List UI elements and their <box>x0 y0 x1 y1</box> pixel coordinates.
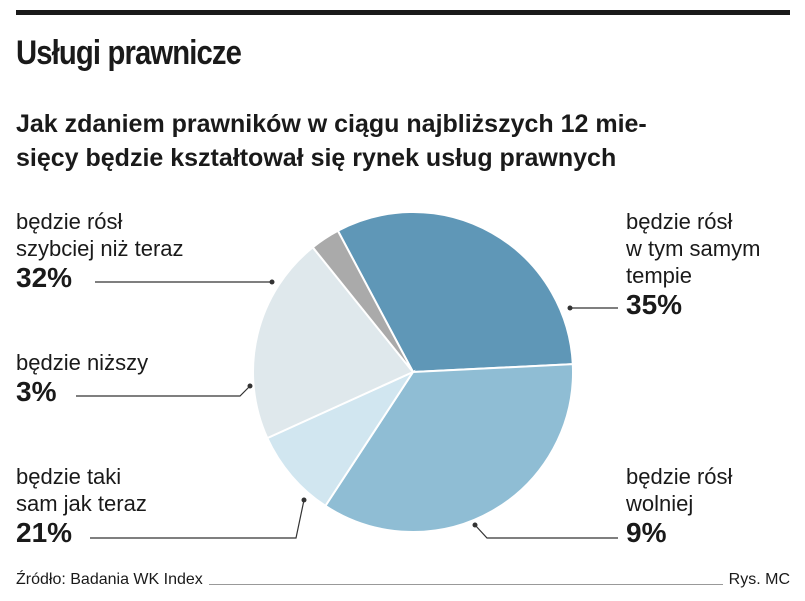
label-slower-pct: 9% <box>626 517 667 548</box>
label-same-pace-line-2: w tym samym <box>626 236 761 261</box>
leader-dot-same <box>301 497 307 503</box>
pie-slice-lower <box>311 229 414 373</box>
footer-divider <box>208 584 723 585</box>
label-same-line-2: sam jak teraz <box>16 491 147 516</box>
label-faster-line-1: będzie rósł <box>16 209 123 234</box>
label-slower-line-2: wolniej <box>626 491 694 516</box>
top-rule <box>16 10 790 15</box>
leader-dot-same-pace <box>567 305 573 311</box>
label-slower-line-1: będzie rósł <box>626 464 733 489</box>
pie-slice-slower <box>265 369 416 508</box>
pie-slice-same-pace <box>324 363 574 533</box>
label-same: będzie taki sam jak teraz 21% <box>16 463 147 549</box>
subtitle-line-2: sięcy będzie kształtował się rynek usług… <box>16 144 617 172</box>
leader-line-lower <box>76 385 251 397</box>
label-same-pace-line-3: tempie <box>626 263 693 288</box>
label-same-pace-line-1: będzie rósł <box>626 209 733 234</box>
footer: Źródło: Badania WK Index Rys. MC <box>16 571 790 589</box>
credit-note: Rys. MC <box>728 571 790 588</box>
leader-line-slower <box>474 524 618 539</box>
label-lower-pct: 3% <box>16 376 57 407</box>
leader-dot-faster <box>269 279 275 285</box>
label-same-line-1: będzie taki <box>16 464 122 489</box>
chart-title: Usługi prawnicze <box>16 34 242 72</box>
label-faster: będzie rósł szybciej niż teraz 32% <box>16 208 184 294</box>
subtitle-line-1: Jak zdaniem prawników w ciągu najbliższy… <box>16 110 647 138</box>
label-slower: będzie rósł wolniej 9% <box>626 463 732 549</box>
label-faster-line-2: szybciej niż teraz <box>16 236 184 261</box>
label-same-pace: będzie rósł w tym samym tempie 35% <box>626 208 760 321</box>
label-same-pace-pct: 35% <box>626 289 683 320</box>
label-lower: będzie niższy 3% <box>16 349 148 408</box>
label-same-pct: 21% <box>16 517 73 548</box>
chart-subtitle: Jak zdaniem prawników w ciągu najbliższy… <box>16 107 776 175</box>
pie-slice-same <box>252 245 415 440</box>
leader-dot-lower <box>247 383 253 389</box>
source-note: Źródło: Badania WK Index <box>16 571 203 588</box>
label-faster-pct: 32% <box>16 262 73 293</box>
leader-dot-slower <box>472 522 478 528</box>
label-lower-line-1: będzie niższy <box>16 350 149 375</box>
leader-line-same <box>90 499 305 539</box>
pie-slice-faster <box>336 211 574 374</box>
